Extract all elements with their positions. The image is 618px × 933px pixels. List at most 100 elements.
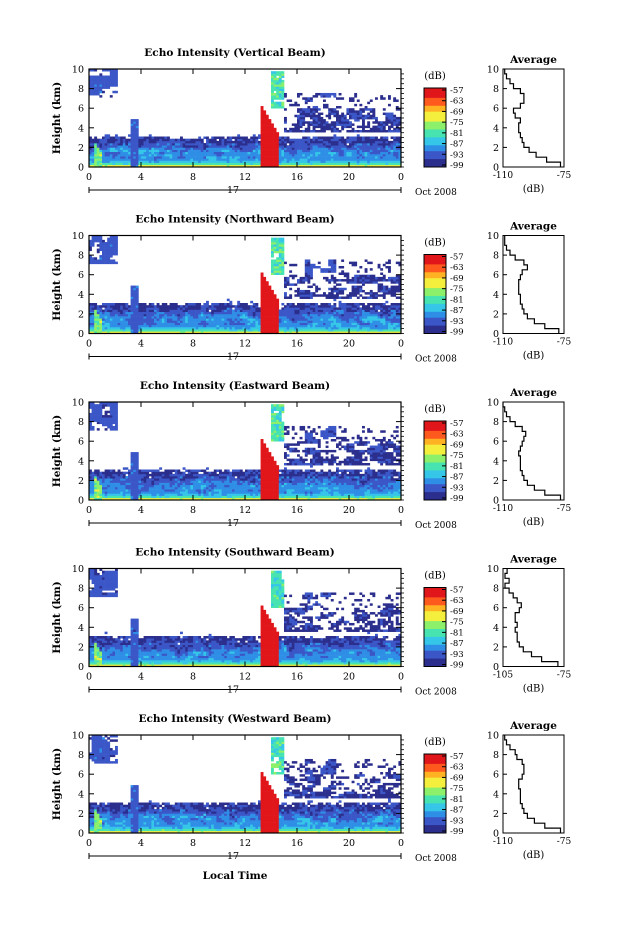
heatmap-cell bbox=[318, 143, 321, 145]
heatmap-cell bbox=[167, 312, 170, 314]
heatmap-cell bbox=[99, 143, 102, 145]
heatmap-cell bbox=[287, 99, 290, 101]
heatmap-cell bbox=[250, 316, 253, 318]
heatmap-cell bbox=[185, 320, 188, 322]
heatmap-cell bbox=[310, 270, 313, 272]
heatmap-cell bbox=[326, 145, 329, 147]
heatmap-cell bbox=[357, 303, 360, 305]
heatmap-cell bbox=[333, 312, 336, 314]
heatmap-cell bbox=[136, 128, 139, 130]
heatmap-cell bbox=[198, 145, 201, 147]
heatmap-cell bbox=[193, 307, 196, 309]
heatmap-cell bbox=[177, 325, 180, 327]
heatmap-cell bbox=[159, 318, 162, 320]
heatmap-cell bbox=[276, 143, 279, 145]
heatmap-cell bbox=[268, 299, 271, 301]
heatmap-cell bbox=[170, 143, 173, 145]
heatmap-cell bbox=[367, 325, 370, 327]
heatmap-cell bbox=[333, 320, 336, 322]
heatmap-cell bbox=[112, 244, 115, 246]
heatmap-cell bbox=[183, 305, 186, 307]
heatmap-cell bbox=[149, 139, 152, 141]
heatmap-cell bbox=[365, 305, 368, 307]
heatmap-cell bbox=[274, 158, 277, 160]
heatmap-cell bbox=[99, 483, 102, 485]
heatmap-cell bbox=[305, 316, 308, 318]
heatmap-cell bbox=[284, 312, 287, 314]
heatmap-cell bbox=[193, 325, 196, 327]
heatmap-cell bbox=[354, 279, 357, 281]
heatmap-cell bbox=[328, 139, 331, 141]
heatmap-cell bbox=[266, 137, 269, 139]
heatmap-cell bbox=[284, 156, 287, 158]
heatmap-cell bbox=[326, 154, 329, 156]
heatmap-cell bbox=[372, 158, 375, 160]
heatmap-cell bbox=[133, 329, 136, 331]
heatmap-cell bbox=[279, 325, 282, 327]
heatmap-cell bbox=[292, 154, 295, 156]
heatmap-cell bbox=[261, 128, 264, 130]
heatmap-cell bbox=[276, 156, 279, 158]
heatmap-cell bbox=[375, 137, 378, 139]
heatmap-cell bbox=[271, 290, 274, 292]
heatmap-cell bbox=[136, 139, 139, 141]
heatmap-cell bbox=[307, 286, 310, 288]
heatmap-cell bbox=[255, 327, 258, 329]
heatmap-cell bbox=[336, 128, 339, 130]
heatmap-cell bbox=[237, 139, 240, 141]
heatmap-cell bbox=[375, 119, 378, 121]
heatmap-cell bbox=[349, 141, 352, 143]
heatmap-cell bbox=[237, 137, 240, 139]
heatmap-cell bbox=[378, 314, 381, 316]
heatmap-cell bbox=[307, 277, 310, 279]
heatmap-cell bbox=[313, 145, 316, 147]
heatmap-cell bbox=[224, 323, 227, 325]
heatmap-cell bbox=[255, 318, 258, 320]
heatmap-cell bbox=[188, 150, 191, 152]
heatmap-cell bbox=[99, 316, 102, 318]
heatmap-cell bbox=[393, 329, 396, 331]
heatmap-cell bbox=[253, 307, 256, 309]
heatmap-cell bbox=[313, 314, 316, 316]
heatmap-cell bbox=[131, 312, 134, 314]
heatmap-cell bbox=[188, 158, 191, 160]
heatmap-cell bbox=[99, 82, 102, 84]
heatmap-cell bbox=[227, 314, 230, 316]
heatmap-cell bbox=[227, 329, 230, 331]
heatmap-cell bbox=[99, 318, 102, 320]
heatmap-cell bbox=[336, 115, 339, 117]
heatmap-cell bbox=[352, 160, 355, 162]
heatmap-cell bbox=[232, 314, 235, 316]
heatmap-cell bbox=[149, 305, 152, 307]
heatmap-cell bbox=[222, 141, 225, 143]
heatmap-cell bbox=[203, 327, 206, 329]
heatmap-cell bbox=[115, 78, 118, 80]
heatmap-cell bbox=[305, 150, 308, 152]
heatmap-cell bbox=[263, 288, 266, 290]
heatmap-cell bbox=[388, 312, 391, 314]
heatmap-cell bbox=[159, 156, 162, 158]
heatmap-cell bbox=[133, 123, 136, 125]
heatmap-cell bbox=[102, 86, 105, 88]
heatmap-cell bbox=[310, 325, 313, 327]
heatmap-cell bbox=[245, 325, 248, 327]
heatmap-cell bbox=[185, 150, 188, 152]
heatmap-cell bbox=[248, 316, 251, 318]
heatmap-cell bbox=[333, 147, 336, 149]
heatmap-cell bbox=[305, 152, 308, 154]
heatmap-cell bbox=[214, 329, 217, 331]
heatmap-cell bbox=[341, 137, 344, 139]
heatmap-cell bbox=[357, 160, 360, 162]
date-day: 17 bbox=[227, 185, 239, 196]
heatmap-cell bbox=[185, 154, 188, 156]
heatmap-cell bbox=[370, 262, 373, 264]
heatmap-cell bbox=[123, 325, 126, 327]
heatmap-cell bbox=[370, 130, 373, 132]
heatmap-cell bbox=[370, 158, 373, 160]
heatmap-cell bbox=[271, 137, 274, 139]
heatmap-cell bbox=[318, 150, 321, 152]
heatmap-cell bbox=[175, 156, 178, 158]
heatmap-cell bbox=[123, 320, 126, 322]
heatmap-cell bbox=[346, 281, 349, 283]
heatmap-cell bbox=[102, 320, 105, 322]
